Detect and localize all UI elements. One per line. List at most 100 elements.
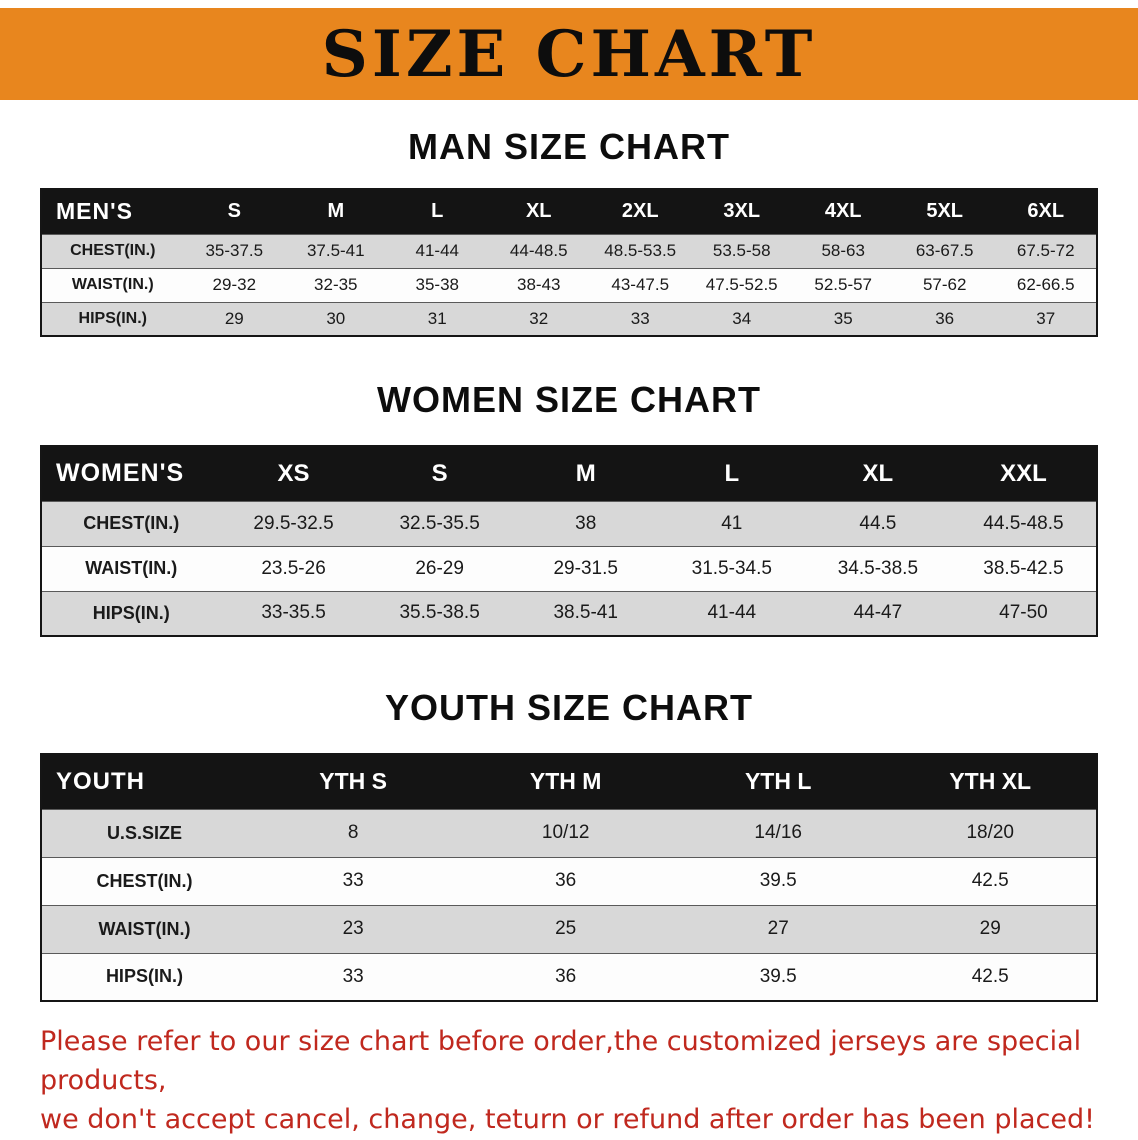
size-value: 29 bbox=[979, 918, 1001, 939]
size-column-header: XS bbox=[277, 459, 310, 487]
size-chart-sections: MAN SIZE CHART MEN'S S M L XL 2XL 3XL 4XL 5XL 6XL C… bbox=[0, 126, 1138, 1002]
size-value: 25 bbox=[555, 918, 577, 939]
size-column-header: YTH M bbox=[529, 768, 602, 795]
size-value: 8 bbox=[347, 822, 359, 843]
size-column-header: YTH XL bbox=[949, 768, 1032, 795]
size-value: 42.5 bbox=[971, 870, 1009, 891]
size-value: 29-32 bbox=[212, 275, 257, 294]
size-column-header: 2XL bbox=[621, 200, 659, 223]
size-value: 36 bbox=[935, 308, 955, 328]
size-column-header: XXL bbox=[1000, 459, 1047, 487]
header-row: YOUTH YTH S YTH M YTH L YTH XL bbox=[41, 754, 1097, 809]
size-value: 31.5-34.5 bbox=[691, 557, 772, 579]
women-size-chart-heading: WOMEN SIZE CHART bbox=[377, 379, 761, 420]
size-value: 10/12 bbox=[541, 822, 590, 843]
size-value: 32-35 bbox=[314, 275, 358, 294]
size-value: 34 bbox=[732, 308, 752, 328]
measurement-row: CHEST(IN.) 33 36 39.5 42.5 bbox=[41, 857, 1097, 905]
header-row: MEN'S S M L XL 2XL 3XL 4XL 5XL 6XL bbox=[41, 189, 1097, 234]
row-label: HIPS(IN.) bbox=[105, 966, 183, 987]
page-title: SIZE CHART bbox=[321, 16, 817, 92]
size-value: 63-67.5 bbox=[915, 241, 974, 260]
size-value: 53.5-58 bbox=[712, 241, 771, 260]
size-value: 36 bbox=[555, 870, 577, 891]
size-value: 47-50 bbox=[999, 602, 1048, 624]
size-column-header: XL bbox=[525, 200, 552, 223]
disclaimer: Please refer to our size chart before or… bbox=[40, 1022, 1138, 1139]
size-value: 35-38 bbox=[415, 275, 459, 294]
size-value: 58-63 bbox=[821, 241, 865, 260]
size-value: 32 bbox=[529, 308, 549, 328]
table-title-cell: MEN'S bbox=[56, 198, 133, 225]
women-size-table: WOMEN'S XS S M L XL XXL CHEST(IN.) 29.5-32.5 32.5… bbox=[40, 445, 1098, 637]
size-value: 67.5-72 bbox=[1016, 241, 1075, 260]
size-value: 39.5 bbox=[759, 965, 797, 987]
size-column-header: L bbox=[431, 200, 444, 223]
size-column-header: M bbox=[327, 200, 345, 223]
size-value: 35-37.5 bbox=[205, 241, 264, 260]
size-value: 23.5-26 bbox=[261, 557, 326, 579]
row-label: CHEST(IN.) bbox=[83, 513, 180, 533]
size-value: 38.5-42.5 bbox=[983, 557, 1064, 579]
size-value: 37.5-41 bbox=[306, 241, 365, 260]
youth-size-chart-heading: YOUTH SIZE CHART bbox=[384, 687, 753, 728]
size-value: 18/20 bbox=[966, 822, 1014, 843]
table-title-cell: WOMEN'S bbox=[56, 459, 185, 488]
size-column-header: L bbox=[724, 459, 740, 487]
size-column-header: 6XL bbox=[1027, 200, 1065, 223]
size-value: 35.5-38.5 bbox=[399, 602, 480, 624]
disclaimer-line-1: Please refer to our size chart before or… bbox=[40, 1026, 1082, 1097]
measurement-row: U.S.SIZE 8 10/12 14/16 18/20 bbox=[41, 809, 1097, 857]
size-value: 33-35.5 bbox=[261, 602, 326, 624]
size-value: 41-44 bbox=[415, 241, 459, 260]
size-value: 41-44 bbox=[707, 602, 757, 624]
size-value: 57-62 bbox=[922, 275, 967, 294]
size-value: 52.5-57 bbox=[814, 275, 873, 294]
youth-size-section: YOUTH SIZE CHART YOUTH YTH S YTH M YTH L YTH … bbox=[0, 687, 1138, 1002]
size-value: 14/16 bbox=[754, 822, 802, 843]
size-value: 33 bbox=[630, 308, 650, 328]
size-value: 47.5-52.5 bbox=[705, 275, 778, 294]
measurement-row: HIPS(IN.) 33 36 39.5 42.5 bbox=[41, 953, 1097, 1001]
table-title-cell: YOUTH bbox=[56, 767, 145, 795]
size-value: 23 bbox=[342, 918, 364, 939]
size-column-header: 5XL bbox=[926, 200, 964, 223]
size-column-header: 4XL bbox=[824, 200, 862, 223]
size-value: 33 bbox=[342, 965, 364, 987]
size-value: 31 bbox=[427, 308, 447, 328]
row-label: WAIST(IN.) bbox=[71, 276, 154, 293]
size-column-header: XL bbox=[862, 459, 894, 487]
size-value: 29 bbox=[224, 308, 244, 328]
measurement-row: WAIST(IN.) 23.5-26 26-29 29-31.5 31.5-34.5 34… bbox=[41, 546, 1097, 591]
measurement-row: WAIST(IN.) 29-32 32-35 35-38 38-43 43-47.5 47.… bbox=[41, 268, 1097, 302]
measurement-row: HIPS(IN.) 33-35.5 35.5-38.5 38.5-41 41-44 44-… bbox=[41, 591, 1097, 636]
size-column-header: S bbox=[431, 459, 448, 487]
size-value: 27 bbox=[767, 918, 789, 939]
disclaimer-line-2: we don't accept cancel, change, teturn o… bbox=[40, 1104, 1095, 1136]
size-value: 30 bbox=[326, 308, 346, 328]
men-size-section: MAN SIZE CHART MEN'S S M L XL 2XL 3XL 4XL 5XL 6XL C… bbox=[0, 126, 1138, 337]
row-label: HIPS(IN.) bbox=[92, 602, 170, 623]
size-value: 29.5-32.5 bbox=[253, 512, 334, 534]
size-value: 35 bbox=[833, 308, 853, 328]
size-value: 44.5-48.5 bbox=[983, 512, 1064, 534]
row-label: WAIST(IN.) bbox=[98, 918, 191, 939]
men-size-chart-heading: MAN SIZE CHART bbox=[408, 126, 730, 167]
size-value: 29-31.5 bbox=[553, 557, 618, 579]
size-column-header: YTH L bbox=[744, 768, 812, 795]
size-value: 32.5-35.5 bbox=[399, 512, 480, 534]
size-value: 33 bbox=[342, 870, 364, 891]
row-label: HIPS(IN.) bbox=[78, 309, 147, 327]
size-value: 44.5 bbox=[859, 512, 897, 534]
row-label: CHEST(IN.) bbox=[96, 870, 193, 891]
size-value: 38 bbox=[575, 512, 597, 534]
size-value: 41 bbox=[721, 512, 743, 534]
measurement-row: HIPS(IN.) 29 30 31 32 33 34 35 36 37 bbox=[41, 302, 1097, 336]
size-value: 62-66.5 bbox=[1016, 275, 1075, 294]
banner: SIZE CHART bbox=[0, 8, 1138, 100]
size-value: 38.5-41 bbox=[553, 602, 618, 624]
youth-size-table: YOUTH YTH S YTH M YTH L YTH XL U.S.SIZE 8 10/12… bbox=[40, 753, 1098, 1002]
men-size-table: MEN'S S M L XL 2XL 3XL 4XL 5XL 6XL CHEST(IN.) 35-37… bbox=[40, 188, 1098, 337]
measurement-row: CHEST(IN.) 35-37.5 37.5-41 41-44 44-48.5 48.5… bbox=[41, 234, 1097, 268]
size-value: 43-47.5 bbox=[611, 275, 670, 294]
